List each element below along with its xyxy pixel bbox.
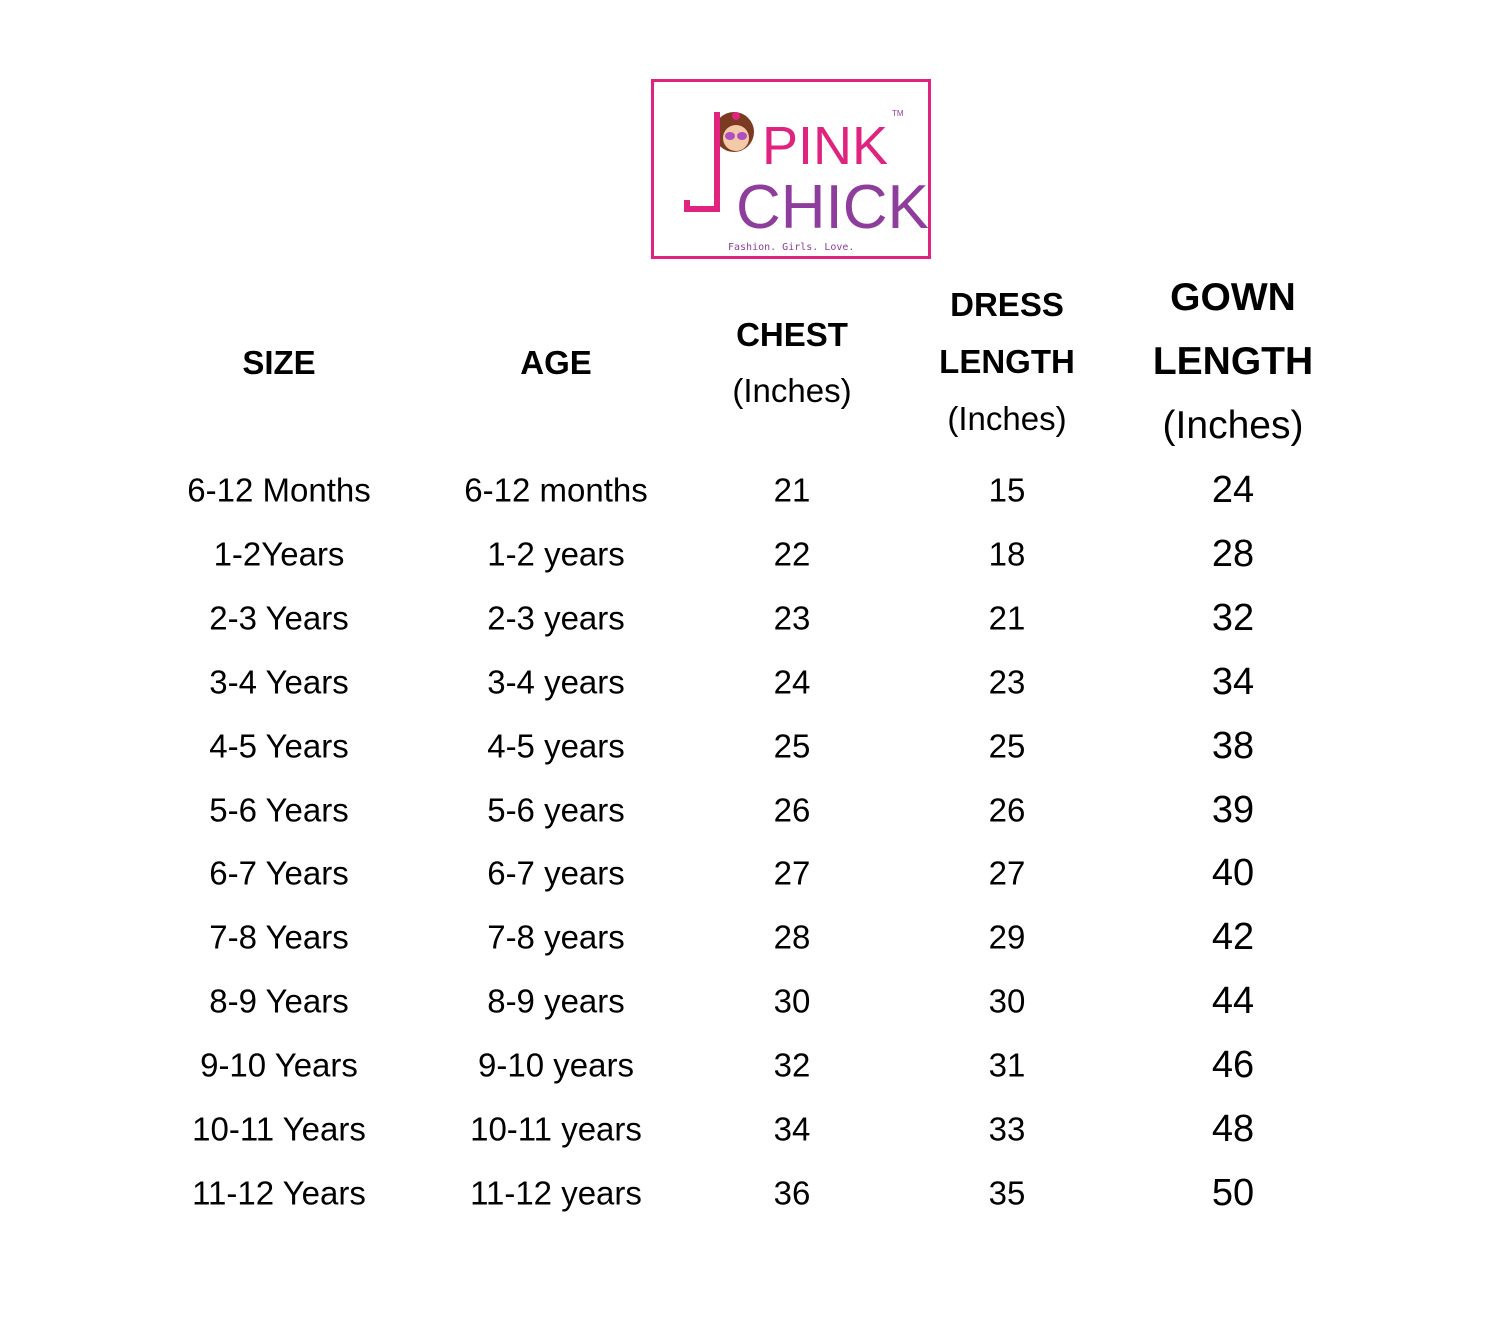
cell-age: 5-6 years [487,791,625,828]
cell-chest: 34 [773,1110,811,1148]
cell-chest: 25 [773,727,811,765]
cell-size: 9-10 Years [200,1046,358,1084]
logo-text-top: PINK [762,116,888,176]
cell-size: 8-9 Years [209,982,349,1020]
cell-gown: 24 [1211,469,1255,511]
header-gown-line2: LENGTH [1152,340,1314,383]
cell-age: 8-9 years [487,982,625,1020]
header-chest-line2: (Inches) [732,372,852,409]
cell-age: 9-10 years [478,1046,634,1084]
cell-age: 6-12 months [464,471,648,509]
cell-dress: 25 [988,727,1026,765]
cell-gown: 44 [1211,980,1255,1023]
cell-chest: 32 [773,1046,811,1084]
cell-size: 4-5 Years [209,727,349,765]
cell-age: 3-4 years [487,663,625,701]
cell-gown: 38 [1211,724,1255,767]
cell-chest: 27 [773,854,811,892]
trademark: TM [892,109,904,118]
header-gown-line1: GOWN [1170,276,1296,319]
cell-dress: 23 [988,663,1026,701]
cell-gown: 46 [1211,1044,1255,1087]
cell-chest: 23 [773,599,811,637]
cell-size: 2-3 Years [209,599,349,637]
cell-dress: 31 [988,1046,1026,1084]
cell-size: 6-7 Years [209,854,349,892]
cell-chest: 21 [773,471,811,509]
header-age: AGE [520,344,592,381]
cell-age: 4-5 years [487,727,625,765]
header-gown-line3: (Inches) [1162,404,1304,447]
cell-gown: 34 [1211,660,1255,703]
cell-chest: 36 [773,1174,811,1212]
cell-size: 1-2Years [213,535,345,573]
cell-age: 6-7 years [487,854,625,892]
cell-chest: 22 [773,535,811,573]
cell-size: 7-8 Years [209,918,349,956]
cell-gown: 32 [1211,596,1255,639]
header-dress-line2: LENGTH [939,343,1075,380]
cell-dress: 35 [988,1174,1026,1212]
logo-text-bottom: CHICK [736,173,928,242]
cell-dress: 21 [988,599,1026,637]
cell-chest: 28 [773,918,811,956]
cell-dress: 29 [988,918,1026,956]
cell-gown: 42 [1211,916,1255,959]
pink-chick-logo: PINK CHICK TM Fashion. Girls. Love. [651,79,931,259]
cell-size: 11-12 Years [192,1174,366,1212]
cell-dress: 18 [988,535,1026,573]
cell-gown: 48 [1211,1108,1255,1150]
cell-chest: 30 [773,982,811,1020]
cell-gown: 50 [1211,1171,1255,1214]
cell-dress: 26 [988,791,1026,828]
header-chest: CHEST (Inches) [732,318,851,408]
cell-size: 3-4 Years [209,663,349,701]
logo-tagline: Fashion. Girls. Love. [728,242,854,253]
cell-dress: 30 [988,982,1026,1020]
header-size: SIZE [242,344,316,381]
header-chest-line1: CHEST [736,316,848,353]
cell-age: 10-11 years [470,1110,642,1148]
cell-dress: 27 [988,854,1026,892]
cell-dress: 33 [988,1110,1026,1148]
cell-chest: 26 [773,791,811,828]
cell-size: 6-12 Months [187,471,371,509]
cell-age: 7-8 years [487,918,625,956]
cell-gown: 40 [1211,852,1255,895]
cell-size: 10-11 Years [192,1110,366,1148]
header-gown-length: GOWN LENGTH (Inches) [1153,278,1313,445]
cell-age: 1-2 years [487,535,625,573]
header-dress-length: DRESS LENGTH (Inches) [939,288,1075,435]
cell-age: 11-12 years [470,1174,642,1212]
header-dress-line3: (Inches) [947,400,1067,437]
cell-gown: 39 [1211,788,1255,831]
cell-size: 5-6 Years [209,791,349,828]
cell-dress: 15 [988,471,1026,509]
cell-age: 2-3 years [487,599,625,637]
header-dress-line1: DRESS [950,286,1064,323]
cell-gown: 28 [1211,532,1255,575]
cell-chest: 24 [773,663,811,701]
